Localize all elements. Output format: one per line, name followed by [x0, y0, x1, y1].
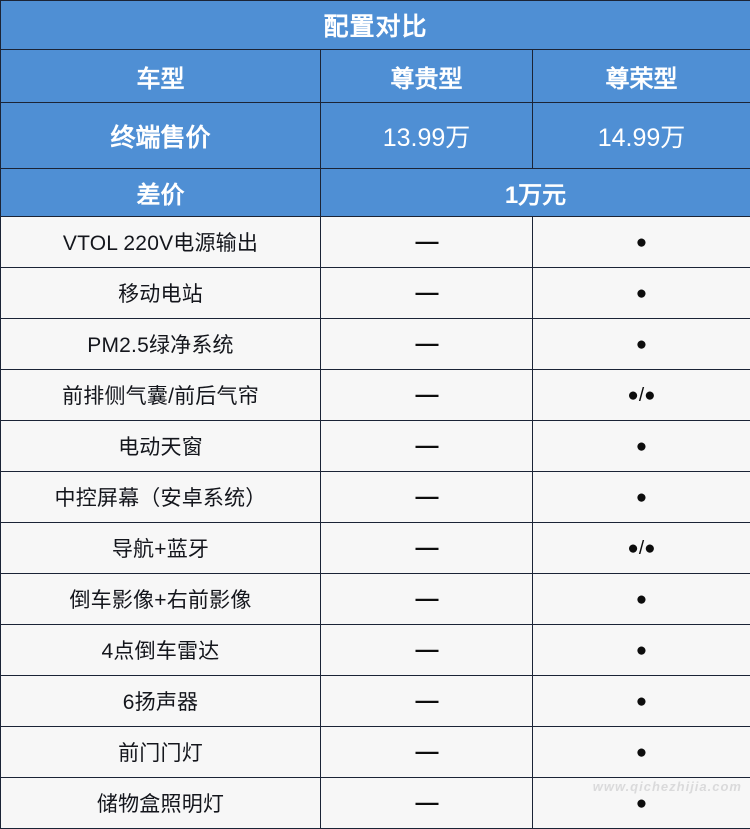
feature-name: 前排侧气囊/前后气帘 [1, 370, 321, 421]
column-header-model: 车型 [1, 50, 321, 103]
table-row: VTOL 220V电源输出 — ● [1, 217, 750, 268]
feature-name: 移动电站 [1, 268, 321, 319]
price-difference-label: 差价 [1, 169, 321, 217]
table-row: PM2.5绿净系统 — ● [1, 319, 750, 370]
feature-value-trim-2: ●/● [533, 370, 750, 421]
dash-icon: — [416, 230, 438, 253]
feature-value-trim-2: ● [533, 319, 750, 370]
bullet-icon: ● [636, 641, 647, 660]
feature-value-trim-1: — [321, 727, 533, 778]
bullet-icon: ● [636, 488, 647, 507]
table-row: 前门门灯 — ● [1, 727, 750, 778]
feature-value-trim-1: — [321, 778, 533, 829]
page-title: 配置对比 [1, 1, 750, 50]
bullet-icon: ● [636, 437, 647, 456]
bullet-pair-icon: ●/● [627, 539, 655, 558]
column-header-trim-2: 尊荣型 [533, 50, 750, 103]
config-comparison-sheet: 配置对比 车型 尊贵型 尊荣型 终端售价 13.99万 14.99万 差价 1万… [0, 0, 750, 808]
table-row: 前排侧气囊/前后气帘 — ●/● [1, 370, 750, 421]
feature-name: 倒车影像+右前影像 [1, 574, 321, 625]
feature-value-trim-2: ● [533, 472, 750, 523]
bullet-icon: ● [636, 590, 647, 609]
table-row: 导航+蓝牙 — ●/● [1, 523, 750, 574]
dash-icon: — [416, 638, 438, 661]
price-trim-1: 13.99万 [321, 103, 533, 169]
feature-value-trim-1: — [321, 217, 533, 268]
feature-value-trim-1: — [321, 319, 533, 370]
feature-name: PM2.5绿净系统 [1, 319, 321, 370]
bullet-icon: ● [636, 794, 647, 813]
table-row: 电动天窗 — ● [1, 421, 750, 472]
feature-value-trim-1: — [321, 523, 533, 574]
feature-value-trim-1: — [321, 472, 533, 523]
feature-value-trim-2: ● [533, 574, 750, 625]
table-row: 倒车影像+右前影像 — ● [1, 574, 750, 625]
table-row: 中控屏幕（安卓系统） — ● [1, 472, 750, 523]
feature-value-trim-2: ● [533, 625, 750, 676]
price-difference-row: 差价 1万元 [1, 169, 750, 217]
feature-name: VTOL 220V电源输出 [1, 217, 321, 268]
bullet-icon: ● [636, 335, 647, 354]
price-row-label: 终端售价 [1, 103, 321, 169]
feature-value-trim-1: — [321, 625, 533, 676]
dash-icon: — [416, 536, 438, 559]
feature-value-trim-1: — [321, 268, 533, 319]
price-row: 终端售价 13.99万 14.99万 [1, 103, 750, 169]
dash-icon: — [416, 485, 438, 508]
feature-name: 4点倒车雷达 [1, 625, 321, 676]
dash-icon: — [416, 332, 438, 355]
feature-name: 中控屏幕（安卓系统） [1, 472, 321, 523]
feature-value-trim-1: — [321, 676, 533, 727]
bullet-icon: ● [636, 743, 647, 762]
feature-name: 电动天窗 [1, 421, 321, 472]
dash-icon: — [416, 740, 438, 763]
feature-value-trim-2: ● [533, 217, 750, 268]
table-row: 储物盒照明灯 — ● [1, 778, 750, 829]
feature-value-trim-2: ● [533, 676, 750, 727]
table-header-row: 车型 尊贵型 尊荣型 [1, 50, 750, 103]
dash-icon: — [416, 587, 438, 610]
feature-value-trim-1: — [321, 421, 533, 472]
bullet-icon: ● [636, 233, 647, 252]
column-header-trim-1: 尊贵型 [321, 50, 533, 103]
feature-value-trim-2: ●/● [533, 523, 750, 574]
price-trim-2: 14.99万 [533, 103, 750, 169]
bullet-icon: ● [636, 284, 647, 303]
feature-value-trim-1: — [321, 370, 533, 421]
feature-value-trim-2: ● [533, 727, 750, 778]
table-title-row: 配置对比 [1, 1, 750, 50]
dash-icon: — [416, 383, 438, 406]
price-difference-value: 1万元 [321, 169, 750, 217]
feature-value-trim-1: — [321, 574, 533, 625]
table-row: 4点倒车雷达 — ● [1, 625, 750, 676]
table-row: 6扬声器 — ● [1, 676, 750, 727]
feature-value-trim-2: ● [533, 778, 750, 829]
feature-name: 导航+蓝牙 [1, 523, 321, 574]
dash-icon: — [416, 791, 438, 814]
feature-name: 储物盒照明灯 [1, 778, 321, 829]
dash-icon: — [416, 281, 438, 304]
table-row: 移动电站 — ● [1, 268, 750, 319]
dash-icon: — [416, 434, 438, 457]
feature-name: 前门门灯 [1, 727, 321, 778]
feature-value-trim-2: ● [533, 268, 750, 319]
feature-value-trim-2: ● [533, 421, 750, 472]
bullet-pair-icon: ●/● [627, 386, 655, 405]
dash-icon: — [416, 689, 438, 712]
feature-name: 6扬声器 [1, 676, 321, 727]
bullet-icon: ● [636, 692, 647, 711]
